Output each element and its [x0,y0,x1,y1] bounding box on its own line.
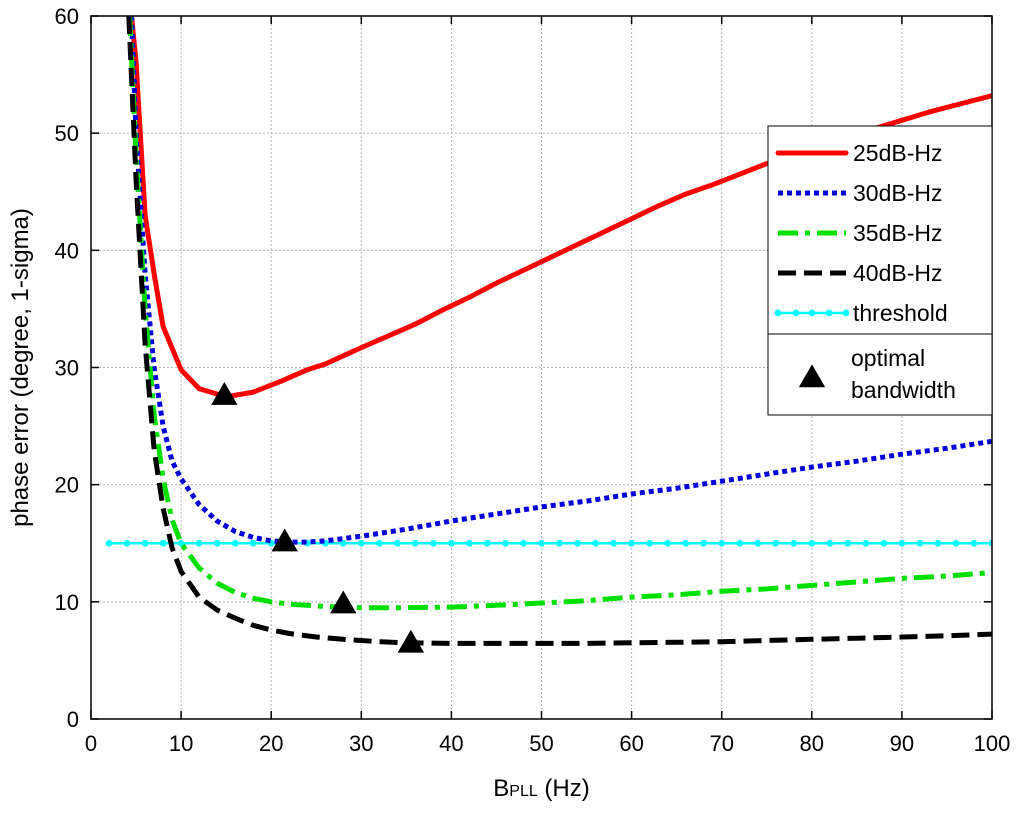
legend-marker-triangle [798,364,826,388]
x-tick-label: 0 [85,731,97,756]
threshold-dot [844,539,852,547]
threshold-dot [231,539,239,547]
legend-label-threshold: threshold [853,300,948,326]
y-tick-label: 0 [67,707,79,732]
x-tick-label: 100 [974,731,1011,756]
threshold-dot [988,539,992,547]
threshold-dot [970,539,978,547]
x-tick-label: 60 [619,731,643,756]
x-tick-label: 10 [169,731,193,756]
threshold-dot [177,539,185,547]
legend-dot [774,309,782,317]
threshold-dot [159,539,167,547]
x-axis-label: BPLL (Hz) [493,775,589,802]
optimal-bandwidth-marker [397,629,425,653]
threshold-dot [466,539,473,547]
axis-ticks: 0 10 20 30 40 50 60 70 80 90 100 0 10 20 30 40 50 60 [55,4,1011,756]
threshold-dot [718,539,726,547]
threshold-dot [880,539,888,547]
threshold-dot [339,539,347,547]
optimal-bandwidth-markers [211,381,425,653]
x-axis-label-sub: PLL [509,783,538,800]
threshold-dot [141,539,149,547]
threshold-dot [538,539,545,547]
legend-dot [842,309,850,317]
threshold-dot [195,539,203,547]
threshold-dot [213,539,221,547]
x-tick-label: 30 [349,731,373,756]
threshold-dot [700,539,708,547]
threshold-dot [952,539,960,547]
legend-label-optimal-bandwidth: optimal [851,345,925,371]
threshold-dot [790,539,798,547]
x-axis-label-main: B [493,775,509,802]
x-tick-label: 20 [259,731,283,756]
legend-label-40db-hz: 40dB-Hz [853,260,942,286]
threshold-dot [393,539,401,547]
y-tick-label: 40 [55,238,79,263]
threshold-dot [520,539,527,547]
threshold-dot [123,539,131,547]
x-tick-label: 80 [800,731,824,756]
threshold-dot [411,539,419,547]
series-line-40db-hz [126,16,992,646]
threshold-dot [754,539,762,547]
threshold-dot [862,539,870,547]
series-line-30db-hz [129,16,992,545]
legend-label-30db-hz: 30dB-Hz [853,180,942,206]
legend: 25dB-Hz 30dB-Hz 35dB-Hz 40dB-Hz threshold opt… [767,125,993,416]
threshold-dot [484,539,491,547]
threshold-dot [772,539,780,547]
y-tick-label: 50 [55,121,79,146]
legend-label-25db-hz: 25dB-Hz [853,140,942,166]
optimal-bandwidth-marker [330,590,357,614]
threshold-dot [610,539,617,547]
threshold-dot [628,539,635,547]
threshold-dot [646,539,654,547]
threshold-dot [429,539,437,547]
legend-label-35db-hz: 35dB-Hz [853,220,942,246]
optimal-bandwidth-marker [211,381,238,405]
threshold-dot [682,539,690,547]
threshold-dot [249,539,257,547]
legend-label-optimal-bandwidth: bandwidth [851,377,956,403]
threshold-dot [934,539,942,547]
x-tick-label: 90 [890,731,914,756]
threshold-dot [357,539,365,547]
legend-dot [792,309,800,317]
y-tick-label: 60 [55,4,79,29]
y-axis-label: phase error (degree, 1-sigma) [7,208,34,527]
threshold-dot [502,539,509,547]
threshold-dot [556,539,563,547]
threshold-dot [105,539,113,547]
threshold-dot [736,539,744,547]
threshold-dot [592,539,599,547]
threshold-dot [375,539,383,547]
x-tick-label: 70 [709,731,733,756]
threshold-dot [448,539,455,547]
y-tick-label: 20 [55,473,79,498]
x-tick-label: 40 [439,731,463,756]
threshold-dot [916,539,924,547]
optimal-bandwidth-marker [271,528,298,552]
threshold-dot [826,539,834,547]
x-axis-label-unit: (Hz) [538,775,590,802]
y-tick-label: 10 [55,590,79,615]
threshold-dot [808,539,816,547]
threshold-dot [574,539,581,547]
y-tick-label: 30 [55,356,79,381]
threshold-dot [898,539,906,547]
x-tick-label: 50 [529,731,553,756]
legend-dot [825,309,833,317]
legend-dot [808,309,816,317]
threshold-dot [664,539,672,547]
